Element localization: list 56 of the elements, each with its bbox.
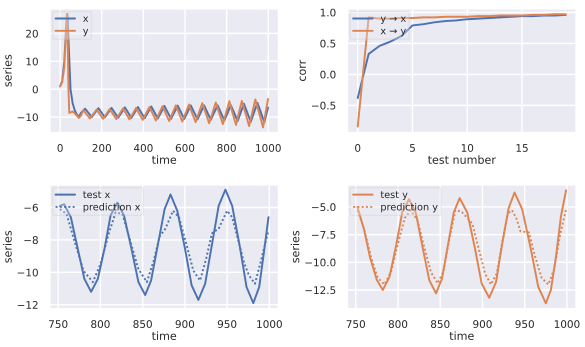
x-tick-label: 800 [217,144,236,152]
y-tick-label: −10.0 [305,258,336,266]
y-tick-label: −12.5 [305,286,336,294]
x-axis-title: time [152,155,176,164]
y-tick-label: −6 [24,204,38,212]
legend-label: x [83,16,88,22]
y-tick-label: −10 [18,113,38,122]
x-tick-label: 400 [134,144,153,152]
x-tick-label: 750 [346,320,366,328]
x-tick-label: 850 [133,320,152,328]
y-tick-label: −0.5 [312,102,336,110]
x-tick-label: 0 [58,144,63,152]
y-tick-label: −7.5 [312,230,336,239]
y-axis-title: corr [300,60,306,81]
y-tick-label: 20 [26,30,38,38]
x-tick-label: 10 [462,144,474,152]
legend-label: x → y [380,28,406,36]
legend-label: test y [380,191,408,200]
legend-label: test x [83,191,110,198]
y-axis-title: series [3,54,12,87]
line-series [356,189,568,304]
line-series [356,14,567,99]
x-axis-title: time [450,331,474,340]
y-axis-title: series [290,230,300,263]
legend-label: prediction y [381,202,438,212]
x-tick-label: 5 [410,144,415,152]
y-tick-label: 10 [26,58,38,66]
legend-label: y [83,28,88,36]
x-tick-label: 15 [516,144,528,152]
y-tick-label: −8 [24,236,38,244]
x-tick-label: 1000 [256,144,281,152]
y-axis-title: series [3,230,12,263]
x-tick-label: 600 [176,144,194,152]
x-tick-label: 950 [515,320,534,328]
x-tick-label: 200 [92,144,111,152]
y-tick-label: 0 [32,85,38,94]
x-tick-label: 1000 [257,320,282,328]
x-tick-label: 0 [355,144,360,152]
x-tick-label: 900 [176,320,194,328]
x-tick-label: 800 [91,320,110,328]
y-tick-label: −5.0 [312,203,336,212]
x-tick-label: 900 [473,320,492,328]
line-series [58,188,270,304]
x-tick-label: 850 [430,320,450,328]
legend-label: prediction x [84,202,140,212]
y-tick-label: −10 [18,268,38,276]
x-tick-label: 800 [388,320,408,328]
y-tick-label: −12 [18,301,38,309]
x-axis-title: test number [428,155,496,164]
y-tick-label: 1.0 [320,8,336,16]
x-tick-label: 950 [218,320,236,328]
x-tick-label: 1000 [554,320,580,328]
x-axis-title: time [152,331,176,340]
y-tick-label: 0.0 [320,70,336,79]
x-tick-label: 750 [49,320,68,328]
y-tick-label: 0.5 [320,40,336,48]
